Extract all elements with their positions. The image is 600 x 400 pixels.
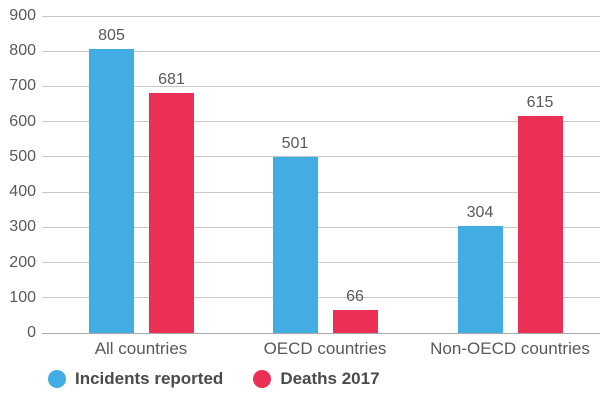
gridline: [42, 297, 600, 299]
bar-incidents-reported-oecd-countries: [272, 156, 318, 333]
gridline: [42, 226, 600, 228]
gridline: [42, 121, 600, 123]
value-label-incidents-reported-oecd-countries: 501: [281, 134, 309, 152]
y-tick-label: 500: [9, 147, 36, 165]
value-label-deaths-2017-oecd-countries: 66: [346, 287, 364, 305]
value-label-incidents-reported-non-oecd-countries: 304: [466, 203, 494, 221]
y-tick-label: 0: [27, 324, 36, 341]
y-tick-label: 200: [9, 253, 36, 271]
y-tick-label: 600: [9, 112, 36, 130]
legend-label-incidents-reported: Incidents reported: [75, 369, 224, 388]
value-label-deaths-2017-all-countries: 681: [158, 71, 185, 89]
bar-incidents-reported-all-countries: [89, 49, 134, 333]
y-tick-label: 900: [9, 7, 36, 24]
legend-label-deaths-2017: Deaths 2017: [280, 369, 380, 388]
legend: Incidents reported Deaths 2017: [48, 369, 380, 389]
value-label-deaths-2017-non-oecd-countries: 615: [526, 94, 554, 112]
y-tick-label: 700: [9, 77, 36, 95]
bar-deaths-2017-oecd-countries: [332, 309, 378, 333]
gridline: [42, 15, 600, 17]
gridline: [42, 191, 600, 193]
x-category-label-non-oecd-countries: Non-OECD countries: [430, 339, 590, 358]
gridline: [42, 85, 600, 87]
value-label-incidents-reported-all-countries: 805: [98, 27, 125, 45]
x-category-label-all-countries: All countries: [94, 339, 188, 358]
bar-deaths-2017-non-oecd-countries: [517, 116, 563, 333]
y-tick-label: 800: [9, 42, 36, 60]
y-tick-label: 300: [9, 218, 36, 236]
gridline: [42, 50, 600, 52]
legend-marker-deaths-icon: [253, 370, 272, 388]
legend-item-deaths-2017: Deaths 2017: [253, 369, 380, 389]
x-axis-line: [42, 332, 600, 334]
bar-incidents-reported-non-oecd-countries: [457, 225, 503, 333]
bar-deaths-2017-all-countries: [149, 93, 194, 333]
legend-marker-incidents-icon: [48, 370, 66, 388]
gridline: [42, 156, 600, 158]
y-tick-label: 400: [9, 183, 36, 201]
legend-item-incidents-reported: Incidents reported: [48, 369, 223, 389]
x-category-label-oecd-countries: OECD countries: [263, 339, 387, 358]
gridline: [42, 262, 600, 264]
y-tick-label: 100: [9, 288, 36, 306]
